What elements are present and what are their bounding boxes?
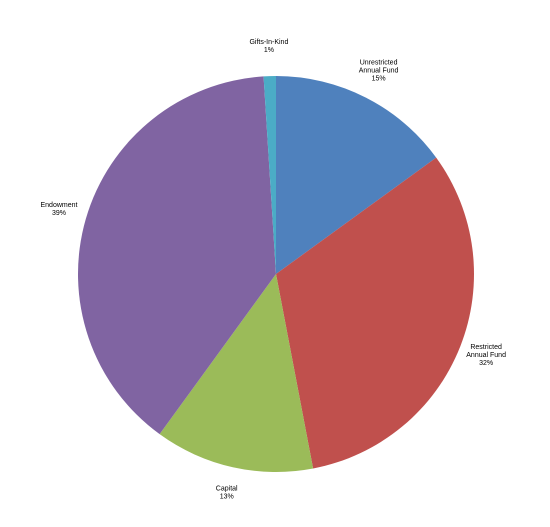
pie-slice	[276, 76, 437, 274]
slice-label: Capital	[216, 486, 238, 493]
slice-label: Endowment	[40, 202, 77, 209]
slice-value-label: 39%	[52, 210, 66, 217]
slice-value-label: 13%	[220, 494, 234, 501]
label-line: Unrestricted	[360, 60, 398, 67]
label-line: Capital	[216, 486, 238, 493]
pie-slice	[77, 76, 276, 435]
label-line: Endowment	[40, 202, 77, 209]
label-line: Gifts-In-Kind	[249, 39, 288, 46]
slice-value-label: 1%	[264, 47, 274, 54]
slice-label: Gifts-In-Kind	[249, 39, 288, 46]
pie-slice	[276, 157, 475, 469]
pie-slice	[263, 76, 276, 274]
label-line: Restricted	[470, 344, 502, 351]
slice-value-label: 15%	[372, 76, 386, 83]
slice-value-label: 32%	[479, 360, 493, 367]
slice-label: Unrestricted Annual Fund	[359, 60, 399, 75]
label-line: Annual Fund	[359, 68, 399, 75]
label-line: Annual Fund	[466, 352, 506, 359]
pie-slice	[159, 274, 314, 472]
slice-label: Restricted Annual Fund	[466, 344, 506, 359]
